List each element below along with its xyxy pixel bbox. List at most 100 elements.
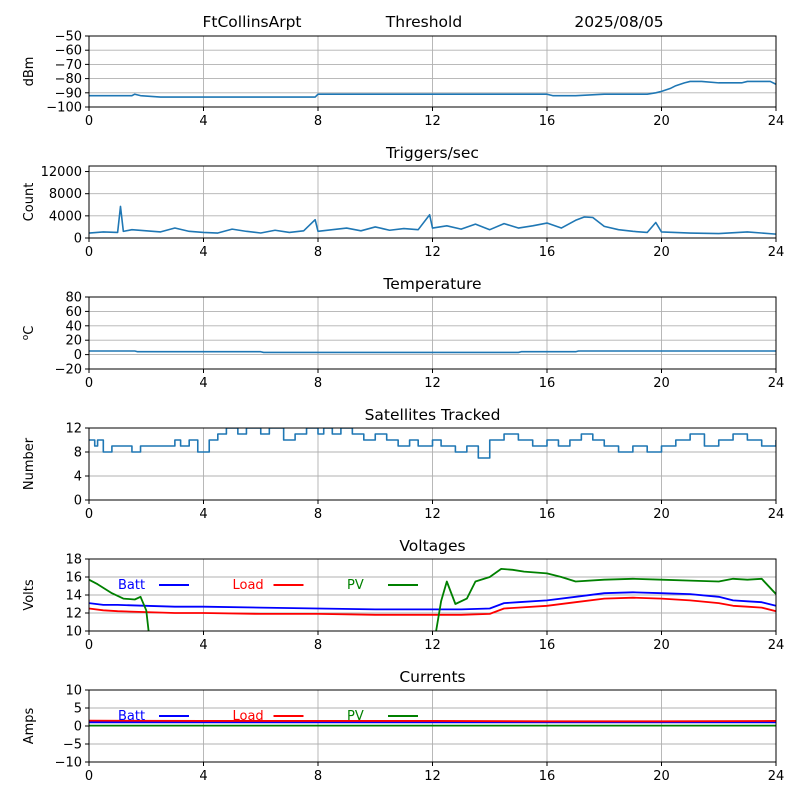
- triggers-title: Triggers/sec: [385, 144, 479, 162]
- currents-title: Currents: [399, 668, 465, 686]
- satellites-xtick-label: 0: [85, 507, 93, 522]
- temperature-title: Temperature: [382, 275, 481, 293]
- satellites-xtick-label: 16: [539, 507, 556, 522]
- temperature-ytick-label: 20: [65, 334, 82, 349]
- temperature-xtick-label: 0: [85, 376, 93, 391]
- currents-ytick-label: 0: [74, 720, 82, 735]
- temperature-ytick-label: 60: [65, 305, 82, 320]
- threshold-xtick-label: 8: [314, 114, 322, 129]
- voltages-ylabel: Volts: [22, 579, 37, 611]
- triggers-panel: 0 4 8 12 16 20 24 0 4000 8000 12000 Triggers/sec Cou…: [22, 144, 784, 260]
- voltages-legend-label-load: Load: [233, 578, 264, 593]
- currents-ytick-label: −10: [55, 756, 82, 771]
- voltages-title: Voltages: [399, 537, 465, 555]
- currents-legend-label-load: Load: [233, 709, 264, 724]
- voltages-xtick-label: 8: [314, 638, 322, 653]
- voltages-xtick-label: 24: [768, 638, 785, 653]
- threshold-xtick-label: 20: [653, 114, 670, 129]
- temperature-ylabel: oC: [21, 326, 37, 341]
- threshold-panel: 0 4 8 12 16 20 24 −50−60−70−80−90−100 dBm: [22, 30, 784, 130]
- currents-legend-label-batt: Batt: [118, 709, 145, 724]
- threshold-xtick-label: 0: [85, 114, 93, 129]
- currents-series-load: [89, 719, 776, 723]
- voltages-ytick-label: 16: [65, 571, 82, 586]
- threshold-xtick-label: 4: [199, 114, 207, 129]
- threshold-series-0: [89, 80, 776, 98]
- temperature-ytick-label: 80: [65, 291, 82, 306]
- threshold-xtick-label: 16: [539, 114, 556, 129]
- triggers-ytick-label: 12000: [41, 165, 82, 180]
- voltages-xtick-label: 12: [424, 638, 441, 653]
- triggers-xtick-label: 8: [314, 245, 322, 260]
- currents-ytick-label: −5: [63, 738, 82, 753]
- threshold-ytick-label: −80: [55, 72, 82, 87]
- satellites-ytick-label: 12: [65, 422, 82, 437]
- voltages-ytick-label: 18: [65, 553, 82, 568]
- voltages-ytick-label: 12: [65, 607, 82, 622]
- triggers-xtick-label: 20: [653, 245, 670, 260]
- currents-legend-label-pv: PV: [347, 709, 364, 724]
- temperature-ytick-label: −20: [55, 363, 82, 378]
- temperature-xtick-label: 4: [199, 376, 207, 391]
- triggers-xtick-label: 4: [199, 245, 207, 260]
- temperature-ytick-label: 40: [65, 319, 82, 334]
- satellites-panel: 0 4 8 12 16 20 24 0 4 8 12 Satellites Tracked Number: [22, 406, 784, 522]
- triggers-xtick-label: 24: [768, 245, 785, 260]
- currents-xtick-label: 8: [314, 769, 322, 784]
- temperature-xtick-label: 8: [314, 376, 322, 391]
- currents-xtick-label: 24: [768, 769, 785, 784]
- temperature-xtick-label: 24: [768, 376, 785, 391]
- satellites-xtick-label: 12: [424, 507, 441, 522]
- threshold-ytick-label: −60: [55, 44, 82, 59]
- threshold-ytick-label: −90: [55, 86, 82, 101]
- currents-ylabel: Amps: [22, 707, 37, 744]
- temperature-xtick-label: 16: [539, 376, 556, 391]
- voltages-panel: 0 4 8 12 16 20 24 10 12 14 16 18 Voltages Volts Batt Lo…: [22, 537, 784, 653]
- threshold-ytick-label: −100: [46, 101, 82, 116]
- voltages-series-load: [89, 596, 776, 616]
- voltages-xtick-label: 0: [85, 638, 93, 653]
- threshold-ylabel: dBm: [22, 57, 37, 87]
- voltages-legend-label-batt: Batt: [118, 578, 145, 593]
- temperature-xtick-label: 12: [424, 376, 441, 391]
- currents-xtick-label: 12: [424, 769, 441, 784]
- voltages-xtick-label: 16: [539, 638, 556, 653]
- currents-ytick-label: 5: [74, 702, 82, 717]
- voltages-ytick-label: 14: [65, 589, 82, 604]
- satellites-xtick-label: 8: [314, 507, 322, 522]
- voltages-series-batt: [89, 591, 776, 611]
- satellites-ylabel: Number: [22, 437, 37, 490]
- voltages-legend-label-pv: PV: [347, 578, 364, 593]
- triggers-xtick-label: 0: [85, 245, 93, 260]
- satellites-xtick-label: 24: [768, 507, 785, 522]
- currents-panel: 0 4 8 12 16 20 24 −10 −5 0 5 10 Currents Amps Batt Load…: [22, 668, 784, 784]
- voltages-ytick-label: 10: [65, 625, 82, 640]
- satellites-xtick-label: 20: [653, 507, 670, 522]
- triggers-ytick-label: 8000: [49, 187, 82, 202]
- currents-xtick-label: 0: [85, 769, 93, 784]
- satellites-xtick-label: 4: [199, 507, 207, 522]
- temperature-ytick-label: 0: [74, 348, 82, 363]
- header-station: FtCollinsArpt: [202, 13, 301, 31]
- voltages-xtick-label: 20: [653, 638, 670, 653]
- currents-xtick-label: 16: [539, 769, 556, 784]
- threshold-xtick-label: 24: [768, 114, 785, 129]
- satellites-ytick-label: 8: [74, 446, 82, 461]
- header-panel: Threshold: [385, 13, 462, 31]
- triggers-ylabel: Count: [22, 183, 37, 222]
- header-date: 2025/08/05: [574, 13, 663, 31]
- temperature-xtick-label: 20: [653, 376, 670, 391]
- voltages-xtick-label: 4: [199, 638, 207, 653]
- temperature-series-0: [89, 350, 776, 354]
- satellites-ytick-label: 0: [74, 494, 82, 509]
- threshold-ytick-label: −50: [55, 30, 82, 45]
- satellites-title: Satellites Tracked: [365, 406, 501, 424]
- triggers-xtick-label: 12: [424, 245, 441, 260]
- voltages-series-pv: [89, 568, 776, 631]
- satellites-series-0: [89, 428, 776, 459]
- triggers-ytick-label: 0: [74, 232, 82, 247]
- triggers-xtick-label: 16: [539, 245, 556, 260]
